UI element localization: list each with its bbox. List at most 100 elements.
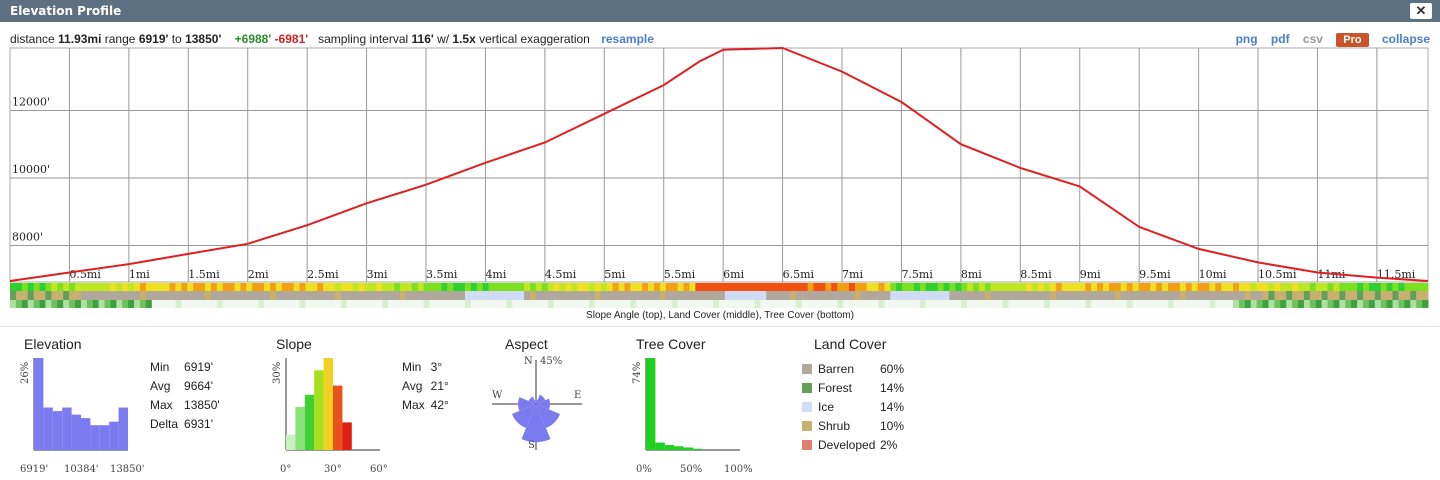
landcover-strip-cell — [742, 291, 750, 300]
landcover-strip-cell — [429, 291, 436, 300]
treecover-strip-cell — [305, 300, 312, 308]
treecover-strip-cell — [394, 300, 401, 308]
slope-strip-cell — [57, 283, 64, 291]
slope-strip-cell — [1357, 283, 1364, 291]
landcover-strip-cell — [216, 291, 224, 300]
landcover-strip-cell — [287, 291, 295, 300]
elevation-hist-bar — [99, 425, 110, 450]
slope-strip-cell — [648, 283, 655, 291]
treecover-strip-cell — [405, 300, 413, 308]
landcover-strip-cell — [269, 291, 277, 300]
slope-strip-cell — [411, 283, 419, 291]
landcover-strip-cell — [169, 291, 176, 300]
slope-hist-bar — [314, 370, 324, 450]
landcover-strip-cell — [252, 291, 259, 300]
treecover-strip-cell — [961, 300, 968, 308]
slope-strip-cell — [872, 283, 880, 291]
x-tick-label: 3.5mi — [426, 268, 458, 281]
treecover-strip-cell — [807, 300, 815, 308]
treecover-strip-cell — [1386, 300, 1394, 308]
landcover-strip-cell — [978, 291, 986, 300]
collapse-link[interactable]: collapse — [1381, 32, 1430, 46]
stat-value: 21° — [430, 379, 449, 393]
slope-strip-cell — [429, 283, 436, 291]
landcover-strip-cell — [713, 291, 720, 300]
landcover-strip-cell — [518, 291, 525, 300]
slope-strip-cell — [754, 283, 761, 291]
divider — [0, 326, 1440, 327]
slope-strip-cell — [524, 283, 531, 291]
land-cover-name: Shrub — [818, 419, 851, 433]
slope-strip-cell — [677, 283, 685, 291]
treecover-strip-cell — [1067, 300, 1074, 308]
treecover-strip-cell — [51, 300, 58, 308]
landcover-strip-cell — [1244, 291, 1252, 300]
land-cover-pct: 60% — [880, 362, 905, 376]
landcover-strip-cell — [1280, 291, 1287, 300]
slope-strip-cell — [15, 283, 23, 291]
landcover-strip-cell — [299, 291, 306, 300]
landcover-strip-cell — [908, 291, 915, 300]
slope-strip-cell — [742, 283, 750, 291]
elevation-hist-bar — [52, 411, 63, 450]
png-link[interactable]: png — [1235, 32, 1258, 46]
slope-strip-cell — [967, 283, 974, 291]
landcover-strip-cell — [1398, 291, 1405, 300]
treecover-strip-cell — [323, 300, 330, 308]
slope-strip-cell — [74, 283, 82, 291]
slope-strip-cell — [713, 283, 720, 291]
csv-link[interactable]: csv — [1302, 32, 1323, 46]
treecover-strip-cell — [1380, 300, 1388, 308]
treecover-strip-cell — [210, 300, 218, 308]
slope-strip-cell — [671, 283, 679, 291]
landcover-strip-cell — [1227, 291, 1234, 300]
treecover-strip-cell — [683, 300, 690, 308]
tree-xlabel-min: 0% — [636, 464, 652, 475]
slope-strip-cell — [1032, 283, 1039, 291]
distance-label: distance — [10, 32, 55, 46]
aspect-petal — [518, 397, 536, 411]
treecover-strip-cell — [754, 300, 761, 308]
slope-strip-cell — [1067, 283, 1074, 291]
treecover-strip-cell — [1203, 300, 1210, 308]
swatch-forest — [802, 383, 812, 393]
stat-value: 9664' — [184, 379, 214, 393]
tree-cover-title: Tree Cover — [636, 336, 706, 352]
treecover-strip-cell — [689, 300, 696, 308]
treecover-strip-cell — [494, 300, 501, 308]
pro-badge[interactable]: Pro — [1336, 33, 1369, 47]
slope-strip-cell — [659, 283, 667, 291]
elevation-line — [9, 46, 1429, 282]
swatch-developed — [802, 440, 812, 450]
landcover-strip-cell — [748, 291, 755, 300]
elevation-hist-bar — [43, 407, 53, 450]
treecover-strip-cell — [329, 300, 336, 308]
landcover-strip-cell — [1422, 291, 1429, 300]
close-button[interactable]: ✕ — [1410, 3, 1432, 19]
slope-strip-cell — [1368, 283, 1376, 291]
landcover-strip-cell — [1032, 291, 1039, 300]
slope-strip-cell — [973, 283, 980, 291]
x-tick-label: 5.5mi — [664, 268, 696, 281]
slope-strip-cell — [157, 283, 165, 291]
resample-link[interactable]: resample — [601, 32, 654, 46]
landcover-strip-cell — [311, 291, 318, 300]
x-tick-label: 7.5mi — [901, 268, 933, 281]
landcover-strip-cell — [665, 291, 673, 300]
slope-ymax: 30% — [272, 361, 283, 384]
treecover-strip-cell — [258, 300, 265, 308]
slope-strip-cell — [606, 283, 614, 291]
landcover-strip-cell — [772, 291, 779, 300]
slope-strip-cell — [281, 283, 289, 291]
slope-strip-cell — [417, 283, 425, 291]
treecover-strip-cell — [630, 300, 637, 308]
slope-strip-cell — [760, 283, 767, 291]
treecover-strip-cell — [642, 300, 649, 308]
slope-strip-cell — [955, 283, 962, 291]
landcover-strip-cell — [358, 291, 365, 300]
landcover-strip-cell — [240, 291, 247, 300]
slope-strip-cell — [1392, 283, 1399, 291]
treecover-strip-cell — [1333, 300, 1340, 308]
treecover-strip-cell — [364, 300, 371, 308]
pdf-link[interactable]: pdf — [1270, 32, 1290, 46]
